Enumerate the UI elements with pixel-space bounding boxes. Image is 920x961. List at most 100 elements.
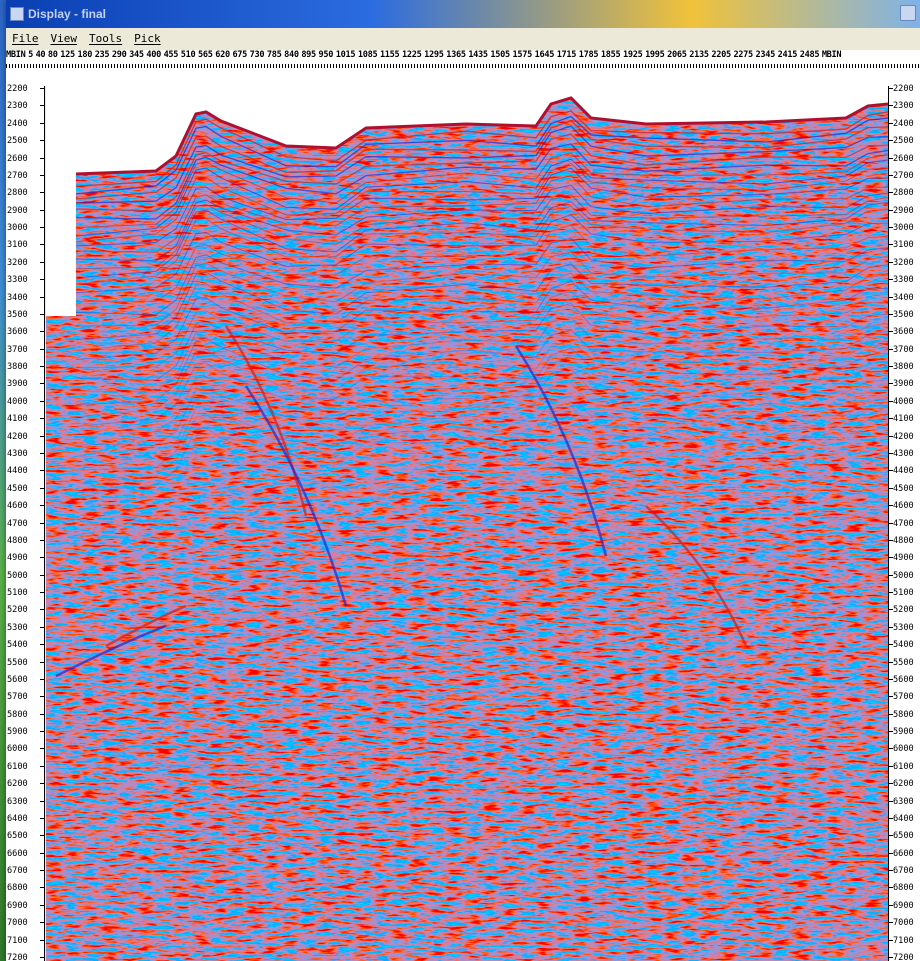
depth-axis-tick xyxy=(889,817,893,819)
depth-axis-tick xyxy=(40,487,44,489)
depth-axis-label: 6000 xyxy=(7,744,28,755)
trace-axis-label: 1995 xyxy=(645,50,665,60)
depth-axis-tick xyxy=(40,209,44,211)
trace-axis-label: 1645 xyxy=(534,50,555,60)
depth-axis-label: 2700 xyxy=(7,170,28,181)
depth-axis-label: 4000 xyxy=(7,396,28,407)
depth-axis-tick xyxy=(40,470,44,472)
depth-axis-tick xyxy=(40,678,44,680)
depth-axis-label: 2700 xyxy=(893,170,914,181)
reflector-line xyxy=(75,316,888,393)
title-bar[interactable]: Display - final xyxy=(6,0,920,28)
depth-axis-tick xyxy=(889,366,893,368)
close-button[interactable] xyxy=(900,5,916,21)
trace-axis-label: 620 xyxy=(215,50,230,60)
depth-axis-label: 6800 xyxy=(7,883,28,894)
depth-axis-tick xyxy=(889,522,893,524)
reflector-line xyxy=(75,395,888,471)
depth-axis-tick xyxy=(889,696,893,698)
reflector-line xyxy=(75,152,888,229)
reflector-line xyxy=(75,205,888,285)
depth-axis-tick xyxy=(889,835,893,837)
depth-axis-label: 7200 xyxy=(893,953,914,961)
depth-axis-tick xyxy=(889,383,893,385)
depth-axis-tick xyxy=(40,192,44,194)
trace-axis-label: 400 xyxy=(146,50,161,60)
depth-axis-tick xyxy=(40,592,44,594)
depth-axis-tick xyxy=(889,957,893,958)
depth-axis-tick xyxy=(40,574,44,576)
trace-axis-label: 1155 xyxy=(379,50,400,60)
trace-axis-label: 510 xyxy=(180,50,196,60)
depth-axis-tick xyxy=(889,209,893,211)
trace-axis-label: 2065 xyxy=(667,50,687,60)
depth-axis-tick xyxy=(40,713,44,715)
depth-axis-label: 5900 xyxy=(893,727,914,738)
depth-axis-label: 5900 xyxy=(7,727,28,738)
depth-axis-tick xyxy=(889,922,893,924)
depth-axis-label: 4600 xyxy=(7,501,28,512)
depth-axis-tick xyxy=(889,331,893,333)
depth-axis-tick xyxy=(889,592,893,594)
depth-axis-label: 2900 xyxy=(893,205,914,216)
depth-axis-label: 5000 xyxy=(893,570,914,581)
reflector-line xyxy=(75,263,888,340)
depth-axis-tick xyxy=(40,331,44,333)
trace-axis-label: 180 xyxy=(77,50,93,60)
trace-axis-label: 1505 xyxy=(490,50,510,60)
depth-axis-tick xyxy=(889,313,893,315)
depth-axis-tick xyxy=(40,887,44,889)
depth-axis-label: 7000 xyxy=(7,918,28,929)
depth-axis-tick xyxy=(40,174,44,176)
depth-axis-label: 6700 xyxy=(893,866,914,877)
trace-axis-label: 1925 xyxy=(622,50,643,60)
menu-view[interactable]: View xyxy=(50,31,78,45)
reflector-line xyxy=(75,272,888,352)
reflector-line xyxy=(75,125,888,204)
depth-axis-label: 2800 xyxy=(7,188,28,199)
depth-axis-label: 2600 xyxy=(893,153,914,164)
depth-axis-tick xyxy=(40,435,44,437)
seismic-section[interactable] xyxy=(46,86,888,961)
reflector-line xyxy=(75,214,888,294)
depth-axis-label: 5700 xyxy=(893,692,914,703)
trace-axis-label: 455 xyxy=(163,50,179,60)
depth-axis-tick xyxy=(40,835,44,837)
depth-axis-tick xyxy=(889,279,893,281)
depth-axis-label: 4100 xyxy=(7,414,28,425)
display-window[interactable]: Display - final File View Tools Pick MBI… xyxy=(6,0,920,961)
trace-axis-label: 1295 xyxy=(424,50,444,60)
menu-pick[interactable]: Pick xyxy=(134,31,161,45)
depth-axis-tick xyxy=(889,400,893,402)
menu-file[interactable]: File xyxy=(12,31,39,45)
depth-axis-label: 6300 xyxy=(7,796,28,807)
depth-axis-label: 2800 xyxy=(893,188,914,199)
dipping-reflector xyxy=(514,345,608,557)
depth-axis-tick xyxy=(889,626,893,628)
trace-axis-label: 2135 xyxy=(689,50,709,60)
depth-axis-label: 3000 xyxy=(893,223,914,234)
depth-axis-tick xyxy=(889,505,893,507)
depth-axis-tick xyxy=(889,731,893,733)
reflector-line xyxy=(75,405,888,484)
depth-axis-label: 6100 xyxy=(893,761,914,772)
depth-axis-tick xyxy=(40,105,44,107)
depth-axis-right: 2200 2300 2400 2500 2600 2700 2800 2900 3000 3100… xyxy=(888,84,920,961)
depth-axis-tick xyxy=(40,348,44,350)
menu-bar: File View Tools Pick xyxy=(6,28,920,48)
depth-axis-label: 6900 xyxy=(7,900,28,911)
depth-axis-tick xyxy=(889,644,893,646)
reflector-line xyxy=(75,194,888,270)
trace-axis-label: 40 xyxy=(35,50,46,60)
depth-axis-label: 5400 xyxy=(893,640,914,651)
trace-axis-label: 730 xyxy=(249,50,265,60)
depth-axis-label: 3900 xyxy=(7,379,28,390)
header-spacer xyxy=(6,72,920,86)
trace-tick-row xyxy=(6,64,920,68)
depth-axis-label: 2500 xyxy=(893,136,914,147)
depth-axis-tick xyxy=(889,418,893,420)
depth-axis-tick xyxy=(40,122,44,124)
trace-axis-label: 1015 xyxy=(335,50,356,60)
window-title: Display - final xyxy=(28,7,107,21)
menu-tools[interactable]: Tools xyxy=(89,31,123,45)
